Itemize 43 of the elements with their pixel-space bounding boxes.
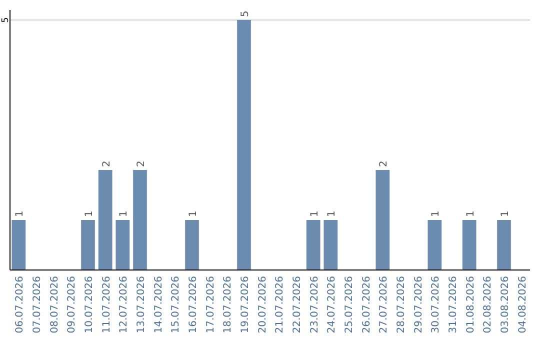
- x-tick-label: 03.08.2026: [500, 276, 511, 334]
- x-tick-label: 08.07.2026: [49, 276, 60, 334]
- x-tick-label: 31.07.2026: [448, 276, 459, 334]
- x-tick-label: 07.07.2026: [32, 276, 43, 334]
- x-tick-label: 12.07.2026: [118, 276, 130, 334]
- x-tick-label: 06.07.2026: [14, 276, 26, 334]
- x-tick-label: 24.07.2026: [326, 276, 338, 334]
- x-tick-label: 01.08.2026: [465, 276, 476, 334]
- x-tick-label: 21.07.2026: [274, 276, 286, 334]
- x-tick-label: 16.07.2026: [188, 276, 199, 334]
- data-label: 1: [84, 210, 95, 217]
- data-label: 1: [309, 210, 320, 217]
- x-tick-label: 04.08.2026: [517, 276, 528, 334]
- x-tick-label: 20.07.2026: [257, 276, 268, 334]
- x-tick-label: 02.08.2026: [482, 276, 494, 334]
- data-label: 1: [14, 210, 26, 217]
- x-tick-label: 15.07.2026: [170, 276, 182, 334]
- data-label: 2: [136, 160, 147, 167]
- data-label: 1: [430, 210, 442, 217]
- x-tick-label: 30.07.2026: [430, 276, 442, 334]
- x-tick-label: 11.07.2026: [101, 276, 112, 334]
- data-label: 1: [500, 210, 511, 217]
- data-label: 5: [240, 10, 251, 17]
- data-label: 1: [188, 210, 199, 217]
- x-tick-label: 19.07.2026: [240, 276, 251, 334]
- data-label: 2: [378, 160, 390, 167]
- x-tick-label: 14.07.2026: [153, 276, 164, 334]
- data-label: 1: [326, 210, 338, 217]
- x-tick-label: 27.07.2026: [378, 276, 390, 334]
- x-tick-label: 22.07.2026: [292, 276, 303, 334]
- x-tick-label: 25.07.2026: [344, 276, 355, 334]
- x-tick-label: 28.07.2026: [396, 276, 407, 334]
- x-tick-label: 13.07.2026: [136, 276, 147, 334]
- data-label: 2: [101, 160, 112, 167]
- x-tick-label: 09.07.2026: [66, 276, 78, 334]
- data-label: 1: [465, 210, 476, 217]
- x-tick-label: 18.07.2026: [222, 276, 234, 334]
- x-tick-label: 10.07.2026: [84, 276, 95, 334]
- x-tick-label: 17.07.2026: [205, 276, 216, 334]
- x-tick-label: 26.07.2026: [361, 276, 372, 334]
- data-label: 1: [118, 210, 130, 217]
- x-tick-label: 23.07.2026: [309, 276, 320, 334]
- x-tick-label: 29.07.2026: [413, 276, 424, 334]
